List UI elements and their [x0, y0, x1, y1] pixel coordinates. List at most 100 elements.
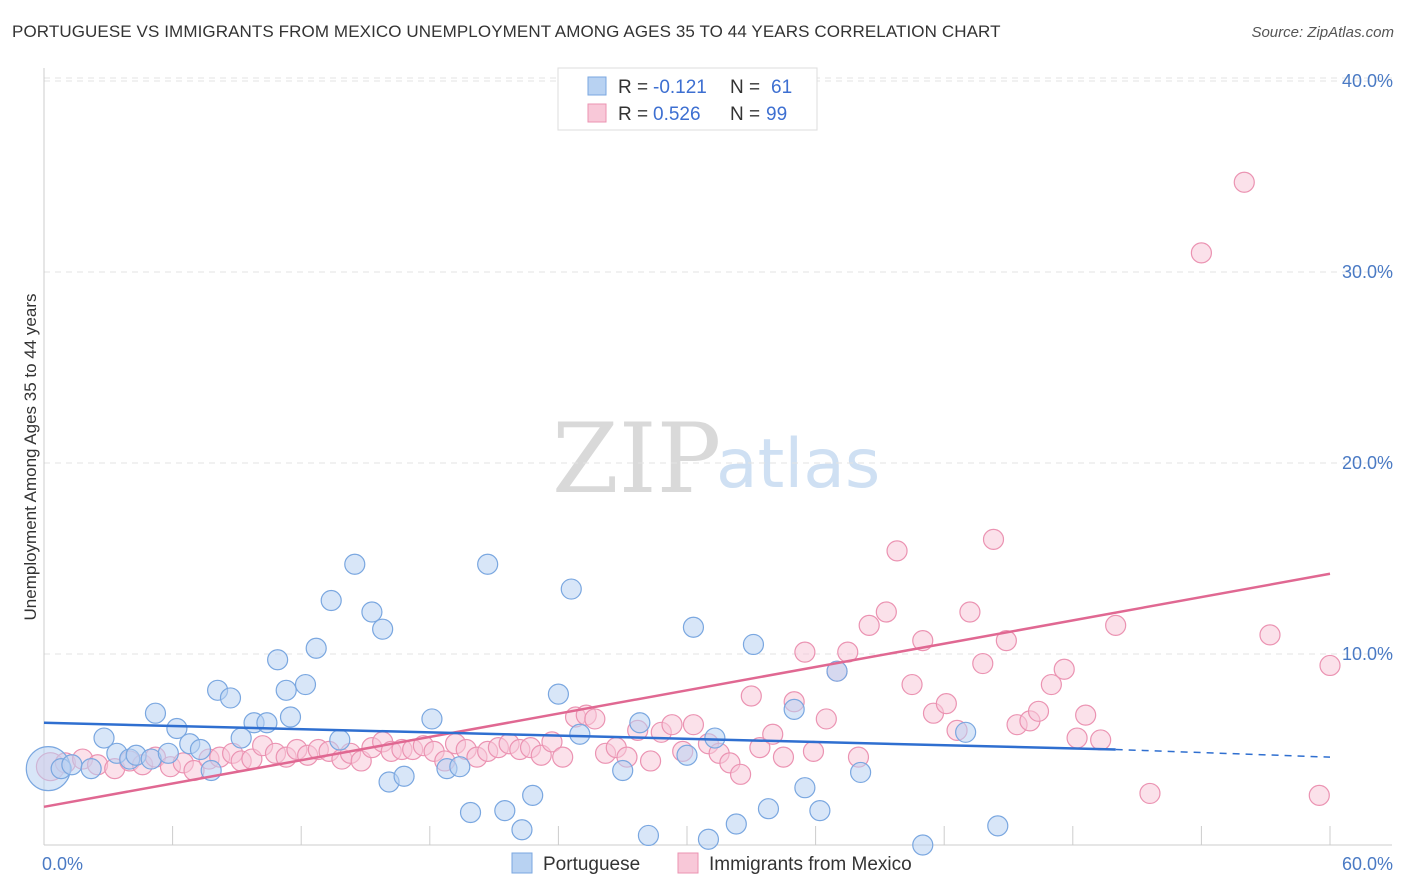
portuguese-point	[637, 824, 660, 847]
portuguese-point	[569, 723, 591, 745]
y-tick-label-30: 30.0%	[1342, 262, 1393, 282]
bottom-legend-label-mexico: Immigrants from Mexico	[709, 854, 912, 875]
trend-line-portuguese	[43, 721, 1116, 751]
x-tick-label-0: 0.0%	[42, 854, 83, 874]
portuguese-point	[794, 777, 816, 799]
portuguese-point	[144, 702, 167, 724]
portuguese-point	[166, 717, 188, 740]
portuguese-point	[93, 727, 115, 749]
portuguese-point	[612, 759, 634, 782]
portuguese-point	[189, 738, 212, 761]
portuguese-point	[682, 616, 705, 638]
portuguese-point	[372, 618, 394, 640]
mexico-point	[1319, 654, 1341, 677]
portuguese-point	[757, 798, 780, 820]
grid	[44, 77, 1392, 655]
portuguese-point	[783, 698, 805, 720]
portuguese-point	[987, 815, 1009, 837]
mexico-point	[762, 723, 784, 745]
mexico-point	[541, 731, 563, 753]
mexico-point	[959, 601, 981, 623]
series-legend: Portuguese Immigrants from Mexico	[511, 852, 912, 875]
portuguese-point	[459, 801, 482, 824]
portuguese-point	[157, 742, 179, 764]
portuguese-point	[267, 649, 289, 671]
portuguese-point	[629, 712, 651, 734]
mexico-point	[995, 630, 1017, 652]
portuguese-point	[361, 601, 383, 623]
mexico-point	[1259, 624, 1281, 646]
portuguese-point	[955, 721, 977, 743]
portuguese-point	[511, 819, 533, 841]
bottom-legend-swatch-mexico	[677, 852, 699, 874]
mexico-point	[875, 601, 897, 623]
portuguese-point	[725, 813, 747, 835]
portuguese-point	[279, 706, 302, 728]
mexico-point	[901, 673, 923, 696]
mexico-point	[858, 614, 880, 636]
mexico-point	[639, 750, 662, 772]
portuguese-point	[912, 834, 934, 856]
bottom-legend-swatch-portuguese	[511, 852, 533, 874]
mexico-point	[1190, 242, 1213, 264]
watermark-zip: ZIP	[552, 403, 721, 515]
mexico-point	[584, 708, 606, 730]
legend-n-value-0: 61	[771, 77, 792, 98]
portuguese-point	[522, 784, 544, 806]
portuguese-point	[393, 765, 415, 787]
series-portuguese	[25, 553, 1009, 856]
portuguese-point	[219, 687, 242, 709]
x-tick-labels: 0.0% 60.0%	[42, 854, 1393, 874]
legend-r-value-1: 0.526	[653, 104, 701, 125]
portuguese-point	[809, 800, 831, 822]
mexico-point	[1105, 614, 1127, 636]
x-tick-label-60: 60.0%	[1342, 854, 1393, 874]
portuguese-point	[329, 729, 351, 751]
legend-n-label-0: N =	[730, 77, 760, 98]
portuguese-point	[294, 673, 317, 696]
portuguese-point	[320, 589, 342, 612]
portuguese-point	[704, 727, 726, 749]
legend-n-value-1: 99	[766, 104, 787, 125]
mexico-point	[935, 693, 957, 715]
mexico-point	[1233, 171, 1255, 193]
bottom-legend-label-portuguese: Portuguese	[543, 854, 640, 875]
mexico-point	[552, 746, 574, 768]
portuguese-point	[477, 553, 499, 575]
portuguese-point	[742, 633, 765, 656]
legend-r-label-1: R =	[618, 104, 648, 125]
y-tick-labels: 10.0% 20.0% 30.0% 40.0%	[1342, 71, 1393, 664]
portuguese-point	[80, 757, 102, 780]
portuguese-point	[560, 578, 582, 600]
mexico-point	[740, 685, 762, 707]
portuguese-point	[547, 683, 570, 705]
portuguese-point	[256, 712, 278, 734]
mexico-point	[772, 746, 795, 768]
portuguese-point	[449, 756, 471, 778]
y-tick-label-20: 20.0%	[1342, 453, 1393, 473]
mexico-point	[802, 740, 825, 763]
mexico-point	[815, 708, 837, 730]
mexico-point	[886, 540, 908, 562]
portuguese-point	[61, 754, 83, 776]
portuguese-point	[676, 744, 698, 766]
trend-lines	[43, 572, 1331, 809]
legend-r-label-0: R =	[618, 77, 648, 98]
mexico-point	[661, 714, 683, 736]
mexico-point	[982, 528, 1005, 551]
mexico-point	[794, 641, 816, 663]
y-tick-label-40: 40.0%	[1342, 71, 1393, 91]
mexico-point	[1027, 700, 1050, 722]
trend-line-mexico	[43, 572, 1331, 809]
y-axis-label: Unemployment Among Ages 35 to 44 years	[21, 294, 40, 621]
portuguese-point	[826, 660, 848, 682]
mexico-point	[682, 714, 705, 736]
mexico-point	[1075, 704, 1097, 726]
y-tick-label-10: 10.0%	[1342, 644, 1393, 664]
legend-swatch-mexico	[587, 103, 607, 123]
legend-n-label-1: N =	[730, 104, 760, 125]
mexico-point	[729, 763, 752, 785]
portuguese-point	[305, 637, 327, 659]
mexico-point	[1090, 729, 1112, 751]
